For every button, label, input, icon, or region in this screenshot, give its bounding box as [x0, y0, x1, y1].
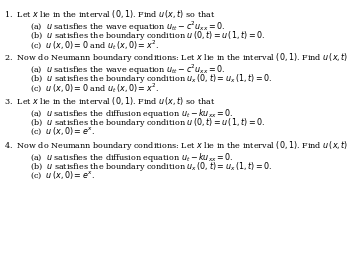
Text: (b)  $u$ satisfies the boundary condition $u\,(0,t) = u\,(1,t) = 0$.: (b) $u$ satisfies the boundary condition…	[30, 116, 265, 129]
Text: 3.  Let $x$ lie in the interval $(0,1)$. Find $u\,(x,t)$ so that: 3. Let $x$ lie in the interval $(0,1)$. …	[4, 94, 216, 106]
Text: 2.  Now do Neumann boundary conditions: Let $x$ lie in the interval $(0,1)$. Fin: 2. Now do Neumann boundary conditions: L…	[4, 51, 350, 64]
Text: (a)  $u$ satisfies the diffusion equation $u_t - ku_{xx} = 0$.: (a) $u$ satisfies the diffusion equation…	[30, 150, 233, 163]
Text: (b)  $u$ satisfies the boundary condition $u\,(0,t) = u\,(1,t) = 0$.: (b) $u$ satisfies the boundary condition…	[30, 29, 265, 42]
Text: (c)  $u\,(x,0) = 0$ and $u_t\,(x,0) = x^2$.: (c) $u\,(x,0) = 0$ and $u_t\,(x,0) = x^2…	[30, 81, 159, 95]
Text: (b)  $u$ satisfies the boundary condition $u_x\,(0,t) = u_x\,(1,t) = 0$.: (b) $u$ satisfies the boundary condition…	[30, 160, 272, 172]
Text: (a)  $u$ satisfies the wave equation $u_{tt} - c^2u_{xx} = 0$.: (a) $u$ satisfies the wave equation $u_{…	[30, 19, 225, 34]
Text: (a)  $u$ satisfies the wave equation $u_{tt} - c^2u_{xx} = 0$.: (a) $u$ satisfies the wave equation $u_{…	[30, 62, 225, 77]
Text: (c)  $u\,(x,0) = 0$ and $u_t\,(x,0) = x^2$.: (c) $u\,(x,0) = 0$ and $u_t\,(x,0) = x^2…	[30, 38, 159, 52]
Text: 4.  Now do Neumann boundary conditions: Let $x$ lie in the interval $(0,1)$. Fin: 4. Now do Neumann boundary conditions: L…	[4, 138, 350, 151]
Text: (a)  $u$ satisfies the diffusion equation $u_t - ku_{xx} = 0$.: (a) $u$ satisfies the diffusion equation…	[30, 106, 233, 119]
Text: 1.  Let $x$ lie in the interval $(0,1)$. Find $u\,(x,t)$ so that: 1. Let $x$ lie in the interval $(0,1)$. …	[4, 8, 216, 20]
Text: (c)  $u\,(x,0) = e^x$.: (c) $u\,(x,0) = e^x$.	[30, 125, 94, 136]
Text: (b)  $u$ satisfies the boundary condition $u_x\,(0,t) = u_x\,(1,t) = 0$.: (b) $u$ satisfies the boundary condition…	[30, 72, 272, 85]
Text: (c)  $u\,(x,0) = e^x$.: (c) $u\,(x,0) = e^x$.	[30, 169, 94, 180]
